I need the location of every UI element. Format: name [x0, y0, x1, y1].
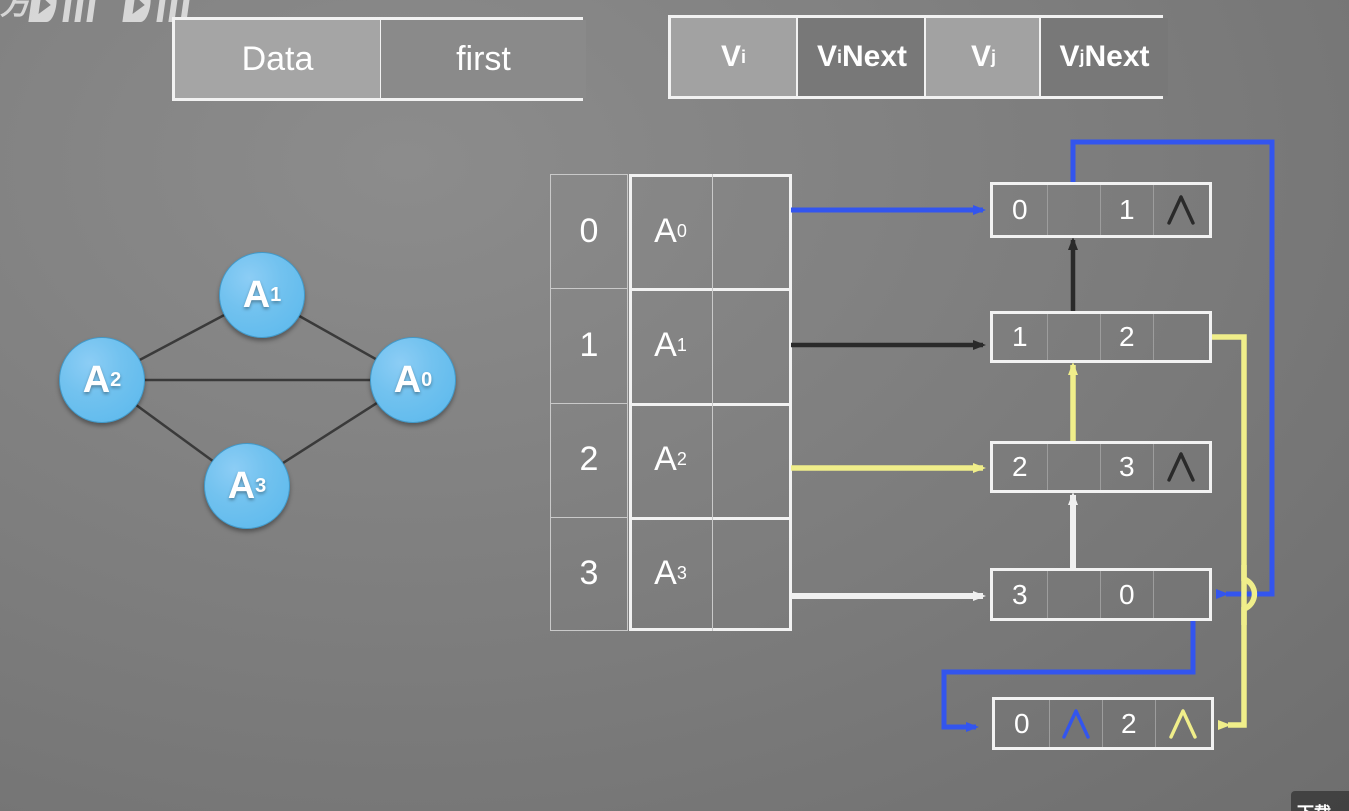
svg-text:方: 方 — [0, 0, 30, 21]
